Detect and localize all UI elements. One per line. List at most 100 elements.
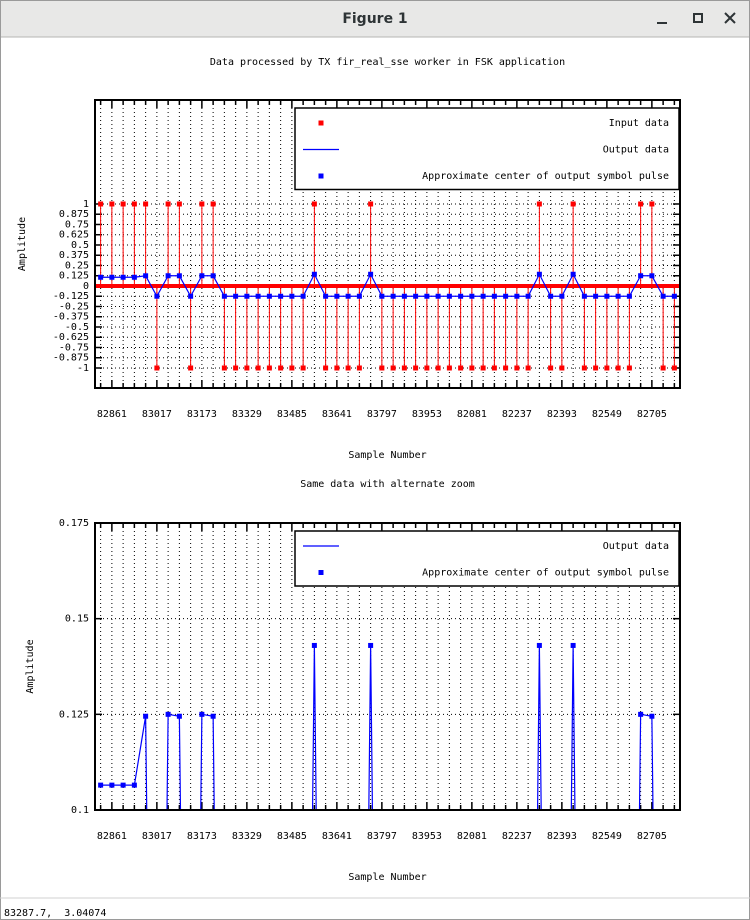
plot-area [95,201,680,371]
x-axis-label: Sample Number [348,450,426,461]
x-tick-label: 82081 [457,409,487,420]
point [458,293,464,299]
y-tick-label: 0.375 [59,250,89,261]
point [165,273,171,279]
point [469,293,475,299]
close-icon [724,12,736,24]
impulse-point [98,201,104,207]
impulse-point [671,365,677,371]
x-tick-label: 82705 [637,409,667,420]
minimize-hit[interactable] [652,8,672,28]
maximize-hit[interactable] [688,8,708,28]
y-tick-label: 0 [83,281,89,292]
impulse-point [311,201,317,207]
point [311,271,317,277]
x-axis-label: Sample Number [348,872,426,883]
x-tick-label: 83173 [187,831,217,842]
point [143,273,149,279]
point [514,293,520,299]
point [300,293,306,299]
impulse-point [469,365,475,371]
x-tick-label: 83797 [367,831,397,842]
impulse-point [345,365,351,371]
point [323,293,329,299]
impulse-point [131,201,137,207]
point [311,642,317,648]
point [536,642,542,648]
legend-swatch [318,570,324,575]
plot-border [94,522,681,811]
point [671,293,677,299]
title-bar [0,0,750,37]
impulse-point [660,365,666,371]
y-axis-label: Amplitude [25,639,36,693]
maximize-icon [693,13,703,23]
point [649,273,655,279]
impulse-point [638,201,644,207]
point [199,711,205,717]
x-tick-label: 83797 [367,409,397,420]
impulse-point [570,201,576,207]
point [278,293,284,299]
y-tick-label: 0.125 [59,709,89,720]
impulse-point [233,365,239,371]
point [165,711,171,717]
point [131,782,137,788]
point [255,293,261,299]
impulse-point [199,201,205,207]
close-button[interactable] [720,8,740,28]
point [626,293,632,299]
x-tick-label: 82705 [637,831,667,842]
point [401,293,407,299]
impulse-point [559,365,565,371]
point [491,293,497,299]
point [356,293,362,299]
point [615,293,621,299]
point [244,293,250,299]
impulse-point [176,201,182,207]
impulse-point [536,201,542,207]
point [266,293,272,299]
chart-title: Data processed by TX fir_real_sse worker… [210,57,565,68]
status-bar: 83287.7, 3.04074 [4,908,106,919]
chart-title: Same data with alternate zoom [300,479,475,490]
impulse-point [368,201,374,207]
point [289,293,295,299]
x-tick-label: 83017 [142,409,172,420]
point [525,293,531,299]
x-tick-label: 83953 [412,409,442,420]
legend-swatch [318,120,324,126]
y-tick-label: 0.175 [59,518,89,529]
impulse-point [188,365,194,371]
point [413,293,419,299]
point [390,293,396,299]
minimize-button[interactable] [652,8,672,28]
point [109,274,115,280]
x-tick-label: 82861 [97,831,127,842]
impulse-point [626,365,632,371]
point [660,293,666,299]
legend-label: Approximate center of output symbol puls… [422,171,669,182]
point [221,293,227,299]
x-tick-label: 82549 [592,409,622,420]
y-tick-label: 0.1 [71,805,89,816]
legend-label: Output data [603,541,669,552]
point [120,782,126,788]
point [334,293,340,299]
impulse-point [649,201,655,207]
point [368,271,374,277]
y-tick-label: 0.5 [71,240,89,251]
impulse-point [503,365,509,371]
y-tick-label: -1 [77,363,89,374]
y-tick-label: -0.375 [53,312,89,323]
impulse-point [491,365,497,371]
impulse-point [356,365,362,371]
x-tick-label: 83953 [412,831,442,842]
maximize-button[interactable] [688,8,708,28]
legend-box [294,107,680,191]
x-tick-label: 82393 [547,409,577,420]
x-tick-label: 82237 [502,409,532,420]
impulse-point [289,365,295,371]
impulse-point [244,365,250,371]
